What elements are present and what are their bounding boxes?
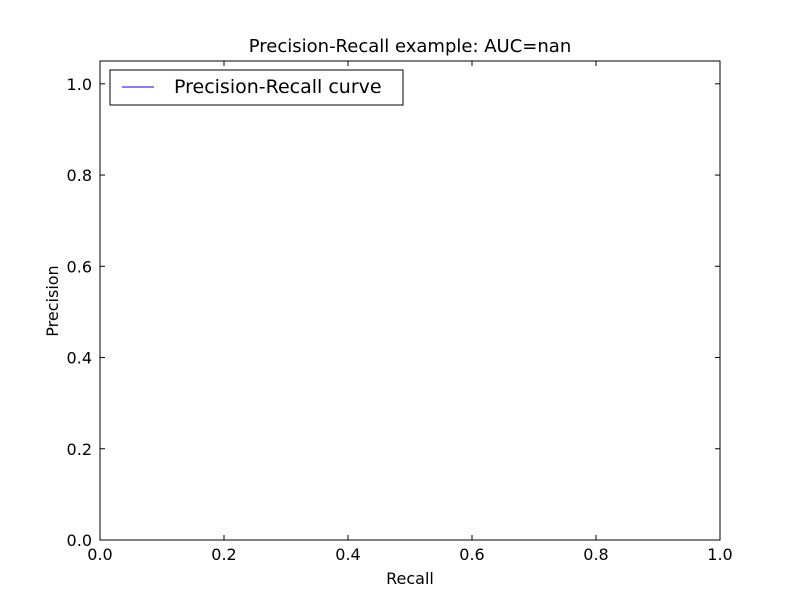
- y-tick-label: 0.0: [67, 531, 92, 550]
- y-tick-label: 0.8: [67, 166, 92, 185]
- x-axis-label: Recall: [386, 569, 434, 588]
- legend: Precision-Recall curve: [109, 69, 404, 106]
- y-tick-label: 0.4: [67, 349, 92, 368]
- x-tick-label: 0.2: [211, 545, 236, 564]
- y-tick-label: 1.0: [67, 75, 92, 94]
- x-tick-label: 0.6: [459, 545, 484, 564]
- chart-title: Precision-Recall example: AUC=nan: [249, 36, 571, 57]
- axis-ticks: 0.0 0.2 0.4 0.6 0.8 1.0 0.0 0.2 0.4 0.6 0.8 1.0: [67, 61, 733, 564]
- y-tick-label: 0.6: [67, 257, 92, 276]
- x-tick-label: 1.0: [707, 545, 732, 564]
- y-tick-label: 0.2: [67, 440, 92, 459]
- x-tick-label: 0.0: [87, 545, 112, 564]
- x-tick-label: 0.8: [583, 545, 608, 564]
- y-axis-label: Precision: [43, 265, 62, 336]
- legend-frame: [109, 69, 404, 106]
- legend-entry-label: Precision-Recall curve: [174, 76, 382, 98]
- plot-area-frame: [99, 60, 721, 541]
- x-tick-label: 0.4: [335, 545, 360, 564]
